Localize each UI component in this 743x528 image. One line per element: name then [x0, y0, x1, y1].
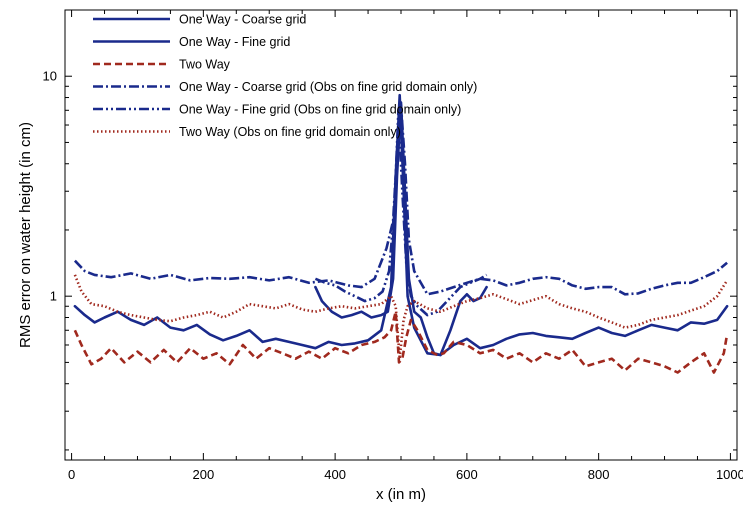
y-axis-title: RMS error on water height (in cm) [17, 122, 34, 348]
x-tick-label: 0 [68, 467, 75, 482]
series-line-3 [73, 310, 729, 374]
series-line-2 [314, 101, 488, 357]
legend-label-5: One Way - Fine grid (Obs on fine grid do… [179, 103, 461, 117]
series-line-5 [314, 109, 488, 317]
x-tick-label: 800 [588, 467, 610, 482]
y-tick-label: 1 [50, 289, 57, 304]
plot-frame [64, 9, 738, 461]
y-tick-label: 10 [43, 69, 57, 84]
series-line-6 [73, 274, 729, 361]
x-tick-label: 400 [324, 467, 346, 482]
legend-label-6: Two Way (Obs on fine grid domain only) [179, 125, 401, 139]
x-axis-title: x (in m) [376, 486, 426, 503]
legend-label-1: One Way - Coarse grid [179, 13, 306, 27]
x-tick-label: 1000 [716, 467, 743, 482]
legend-label-3: Two Way [179, 58, 231, 72]
x-tick-label: 200 [193, 467, 215, 482]
legend-label-2: One Way - Fine grid [179, 35, 290, 49]
series-line-1 [73, 93, 729, 357]
series-line-4 [73, 103, 728, 296]
legend-label-4: One Way - Coarse grid (Obs on fine grid … [179, 80, 477, 94]
x-tick-label: 600 [456, 467, 478, 482]
